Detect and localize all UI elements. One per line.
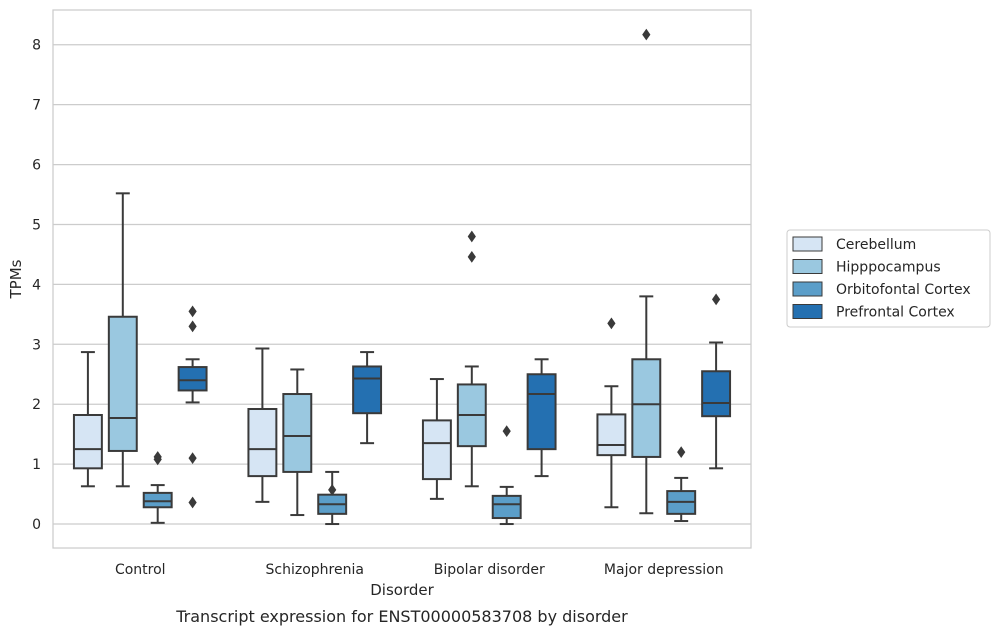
legend-frame [786,229,991,328]
outlier-point [328,484,337,496]
box-cerebellum [421,378,452,500]
y-tick-label: 8 [32,38,41,54]
x-tick-label: Control [115,562,166,578]
y-tick-label: 1 [32,457,41,473]
box-hipppocampus [107,192,138,488]
legend-label: Hipppocampus [836,260,941,276]
box-prefrontal-cortex [177,305,208,509]
box-body [72,413,103,470]
box-groups [72,28,732,526]
box-body [596,413,627,457]
chart-caption: Transcript expression for ENST0000058370… [175,607,628,626]
box-body [142,491,173,509]
box-orbitofontal-cortex [142,451,173,524]
outlier-point [467,250,476,263]
y-axis-label: TPMs [7,259,25,299]
box-body [282,393,313,473]
box-body [491,494,522,520]
x-axis-label: Disorder [370,581,434,599]
grid-lines [53,44,751,525]
outlier-point [711,293,721,306]
legend-swatch [792,259,823,274]
box-prefrontal-cortex [701,293,732,470]
box-body [701,370,732,418]
legend-label: Cerebellum [836,237,916,253]
box-body [247,408,278,478]
box-body [177,366,208,392]
legend-swatch [792,281,823,297]
legend-swatch [792,304,823,319]
y-tick-label: 5 [32,217,41,233]
outlier-point [188,305,197,318]
x-tick-label: Major depression [604,562,724,578]
box-orbitofontal-cortex [317,470,348,526]
legend-swatch [792,236,823,252]
outlier-point [502,425,511,438]
box-body [421,419,452,481]
box-hipppocampus [282,368,313,517]
legend: Cerebellum Hipppocampus Orbitofontal Corte… [786,229,991,328]
legend-label: Orbitofontal Cortex [836,282,971,298]
x-axis-ticks: Control Schizophrenia Bipolar disorder Majo… [115,562,724,578]
outlier-point [188,496,197,509]
legend-label: Prefrontal Cortex [836,305,955,321]
box-prefrontal-cortex [352,351,383,445]
box-cerebellum [247,347,278,503]
outlier-point [642,28,651,41]
box-cerebellum [596,317,627,509]
plot-frame [52,9,752,549]
box-body [631,358,662,458]
box-body [352,365,383,415]
box-body [107,315,138,452]
y-tick-label: 4 [32,277,41,293]
box-orbitofontal-cortex [666,446,697,523]
box-cerebellum [72,351,103,488]
box-body [526,373,557,451]
y-tick-label: 6 [32,158,41,174]
box-prefrontal-cortex [526,358,557,478]
y-tick-label: 0 [32,517,41,533]
box-hipppocampus [631,28,662,515]
y-tick-label: 7 [32,98,41,114]
outlier-point [467,230,476,243]
outlier-point [188,452,197,465]
outlier-point [153,451,162,463]
outlier-point [188,320,197,333]
outlier-point [677,446,686,459]
x-tick-label: Bipolar disorder [434,562,545,578]
y-tick-label: 2 [32,397,41,413]
y-tick-label: 3 [32,337,41,353]
box-orbitofontal-cortex [491,425,522,526]
box-hipppocampus [456,230,487,488]
x-tick-label: Schizophrenia [266,562,364,578]
y-axis-ticks: 0 1 2 3 4 5 6 7 8 [32,38,41,533]
outlier-point [607,317,616,330]
